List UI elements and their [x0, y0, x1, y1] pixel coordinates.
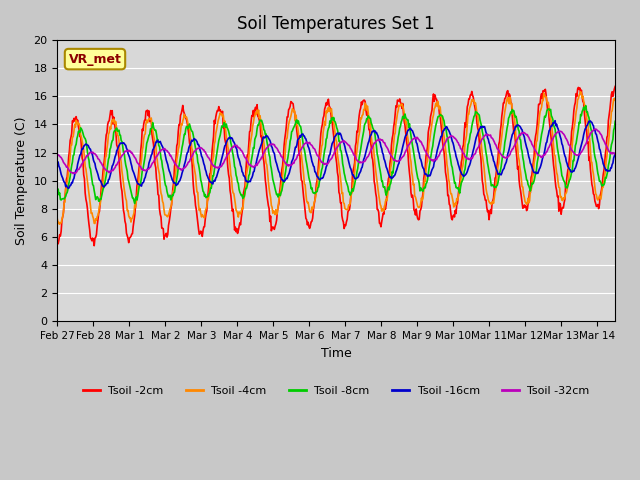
Tsoil -32cm — [56, 153, 63, 159]
Tsoil -32cm — [132, 157, 140, 163]
Tsoil -16cm — [468, 154, 476, 159]
Tsoil -8cm — [454, 185, 462, 191]
Tsoil -8cm — [292, 118, 300, 123]
Line: Tsoil -16cm: Tsoil -16cm — [58, 120, 615, 188]
Tsoil -16cm — [551, 118, 559, 123]
Tsoil -8cm — [468, 124, 476, 130]
Tsoil -2cm — [454, 193, 462, 199]
Tsoil -32cm — [591, 126, 599, 132]
Text: VR_met: VR_met — [68, 53, 122, 66]
Tsoil -2cm — [54, 240, 61, 245]
Tsoil -8cm — [582, 103, 589, 108]
Tsoil -16cm — [314, 174, 321, 180]
Tsoil -8cm — [314, 189, 321, 194]
Line: Tsoil -2cm: Tsoil -2cm — [58, 86, 615, 246]
Title: Soil Temperatures Set 1: Soil Temperatures Set 1 — [237, 15, 435, 33]
Tsoil -4cm — [611, 96, 619, 101]
Tsoil -32cm — [468, 156, 476, 162]
Tsoil -2cm — [292, 121, 300, 127]
Tsoil -32cm — [611, 151, 619, 156]
Legend: Tsoil -2cm, Tsoil -4cm, Tsoil -8cm, Tsoil -16cm, Tsoil -32cm: Tsoil -2cm, Tsoil -4cm, Tsoil -8cm, Tsoi… — [79, 381, 594, 400]
Tsoil -2cm — [90, 243, 98, 249]
Tsoil -16cm — [54, 158, 61, 164]
Tsoil -4cm — [56, 220, 64, 226]
Line: Tsoil -4cm: Tsoil -4cm — [58, 92, 615, 224]
Tsoil -32cm — [314, 152, 321, 158]
Tsoil -2cm — [56, 232, 63, 238]
Tsoil -4cm — [56, 221, 63, 227]
Tsoil -4cm — [132, 200, 140, 205]
Tsoil -16cm — [65, 185, 72, 191]
Line: Tsoil -8cm: Tsoil -8cm — [58, 106, 615, 204]
Tsoil -8cm — [132, 194, 140, 200]
Tsoil -4cm — [54, 216, 61, 222]
Tsoil -2cm — [132, 194, 140, 200]
Tsoil -2cm — [468, 89, 476, 95]
Tsoil -16cm — [56, 165, 63, 170]
Tsoil -32cm — [54, 151, 61, 157]
Tsoil -32cm — [69, 171, 77, 177]
Tsoil -32cm — [454, 140, 462, 145]
Line: Tsoil -32cm: Tsoil -32cm — [58, 129, 615, 174]
Tsoil -4cm — [292, 112, 300, 118]
Tsoil -4cm — [577, 89, 584, 95]
Tsoil -8cm — [56, 190, 63, 196]
Tsoil -16cm — [292, 144, 300, 150]
Tsoil -2cm — [611, 84, 619, 89]
Tsoil -32cm — [292, 156, 300, 162]
Tsoil -4cm — [454, 194, 462, 200]
Tsoil -16cm — [132, 178, 140, 183]
Tsoil -8cm — [611, 119, 619, 124]
Tsoil -16cm — [454, 162, 462, 168]
Tsoil -2cm — [314, 178, 321, 183]
X-axis label: Time: Time — [321, 347, 351, 360]
Tsoil -4cm — [468, 97, 476, 103]
Tsoil -16cm — [611, 150, 619, 156]
Y-axis label: Soil Temperature (C): Soil Temperature (C) — [15, 117, 28, 245]
Tsoil -4cm — [314, 183, 321, 189]
Tsoil -8cm — [54, 187, 61, 192]
Tsoil -8cm — [131, 201, 139, 206]
